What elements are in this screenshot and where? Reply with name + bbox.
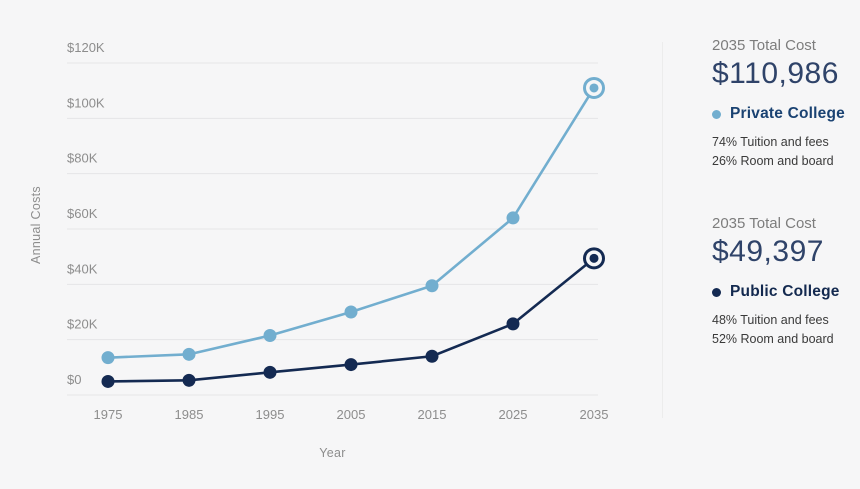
x-tick-label: 2035 (580, 407, 609, 422)
data-point-public-college-1985[interactable] (182, 373, 196, 387)
data-point-public-college-2015[interactable] (425, 349, 439, 363)
y-tick-label: $120K (67, 40, 105, 55)
data-point-private-college-2025[interactable] (506, 211, 520, 225)
total-cost-amount: $49,397 (712, 235, 824, 268)
summary-heading: 2035 Total Cost (712, 37, 816, 54)
data-point-public-college-1995[interactable] (263, 365, 277, 379)
data-point-private-college-2005[interactable] (344, 305, 358, 319)
cost-breakdown: 48% Tuition and fees 52% Room and board (712, 311, 860, 349)
y-tick-label: $60K (67, 206, 98, 221)
data-point-private-college-2015[interactable] (425, 279, 439, 293)
breakdown-line-room-board: 52% Room and board (712, 332, 834, 346)
breakdown-line-room-board: 26% Room and board (712, 154, 834, 168)
x-tick-label: 1995 (256, 407, 285, 422)
data-point-private-college-2035-center (589, 83, 599, 93)
breakdown-line-tuition: 48% Tuition and fees (712, 313, 829, 327)
data-point-private-college-1975[interactable] (101, 351, 115, 365)
y-tick-label: $80K (67, 151, 98, 166)
data-point-public-college-1975[interactable] (101, 374, 115, 388)
legend-item-private-college[interactable]: Private College (712, 105, 860, 123)
series-color-dot-icon (712, 287, 721, 297)
x-tick-label: 2025 (499, 407, 528, 422)
data-point-public-college-2025[interactable] (506, 317, 520, 331)
legend-item-public-college[interactable]: Public College (712, 283, 860, 301)
x-tick-label: 2015 (418, 407, 447, 422)
x-axis-title: Year (319, 446, 346, 460)
x-tick-label: 2005 (337, 407, 366, 422)
y-tick-label: $20K (67, 317, 98, 332)
y-tick-label: $40K (67, 261, 98, 276)
data-point-public-college-2035-center (589, 253, 599, 263)
vertical-divider (662, 42, 663, 418)
cost-breakdown: 74% Tuition and fees 26% Room and board (712, 133, 860, 171)
data-point-private-college-1985[interactable] (182, 347, 196, 361)
y-tick-label: $0 (67, 372, 81, 387)
data-point-public-college-2005[interactable] (344, 358, 358, 372)
summary-block-private-college: 2035 Total Cost $110,986 Private College… (712, 37, 860, 171)
y-tick-label: $100K (67, 95, 105, 110)
legend-label: Public College (730, 283, 840, 300)
total-cost-amount: $110,986 (712, 57, 839, 90)
data-point-private-college-1995[interactable] (263, 329, 277, 343)
summary-block-public-college: 2035 Total Cost $49,397 Public College 4… (712, 215, 860, 349)
summary-heading: 2035 Total Cost (712, 215, 816, 232)
series-color-dot-icon (712, 109, 721, 119)
legend-label: Private College (730, 105, 845, 122)
y-axis-title: Annual Costs (29, 186, 43, 264)
breakdown-line-tuition: 74% Tuition and fees (712, 135, 829, 149)
x-tick-label: 1975 (94, 407, 123, 422)
x-tick-label: 1985 (175, 407, 204, 422)
